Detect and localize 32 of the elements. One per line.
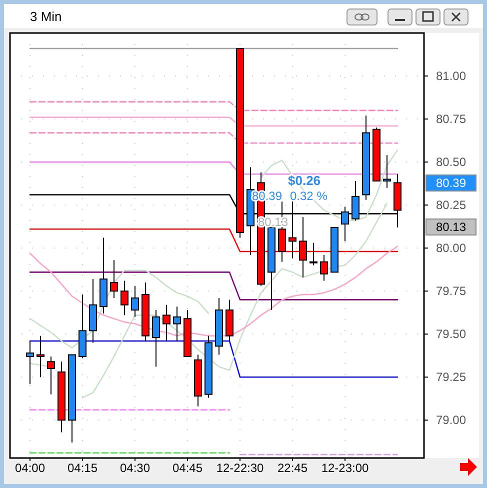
candlestick <box>36 335 44 378</box>
x-tick-label: 12-22:30 <box>216 461 264 475</box>
y-tick-label: 80.75 <box>436 112 466 126</box>
chart-title: 3 Min <box>30 9 62 24</box>
candlestick <box>383 154 391 188</box>
x-tick-label: 04:45 <box>172 461 203 475</box>
x-tick-label: 04:30 <box>120 461 150 475</box>
candlestick <box>320 254 328 282</box>
candlestick <box>110 260 118 298</box>
y-tick-label: 80.25 <box>436 198 466 212</box>
candlestick <box>162 304 170 342</box>
candlestick <box>26 340 34 385</box>
y-tick-label: 79.50 <box>436 327 466 342</box>
candlestick <box>173 306 181 342</box>
candlestick <box>47 356 55 395</box>
y-tick-label: 79.00 <box>436 413 466 428</box>
candlestick <box>131 285 139 318</box>
x-tick-label: 12-23:00 <box>321 461 370 475</box>
text: 80.39 <box>436 176 466 190</box>
x-tick-label: 04:00 <box>14 461 46 475</box>
y-tick-label: 80.50 <box>436 155 466 170</box>
candlestick <box>120 280 128 316</box>
annotation: $0.26 <box>288 173 321 188</box>
y-tick-label: 81.00 <box>436 69 466 84</box>
x-tick-label: 04:15 <box>67 461 98 475</box>
x-tick-label: 22:45 <box>277 461 308 475</box>
annotation: 0.32 % <box>290 189 328 203</box>
candlestick <box>152 310 160 368</box>
text: 80.13 <box>436 220 466 234</box>
y-tick-label: 79.75 <box>436 284 466 298</box>
y-tick-label: 80.00 <box>436 241 466 256</box>
y-tick-label: 79.25 <box>436 370 466 384</box>
